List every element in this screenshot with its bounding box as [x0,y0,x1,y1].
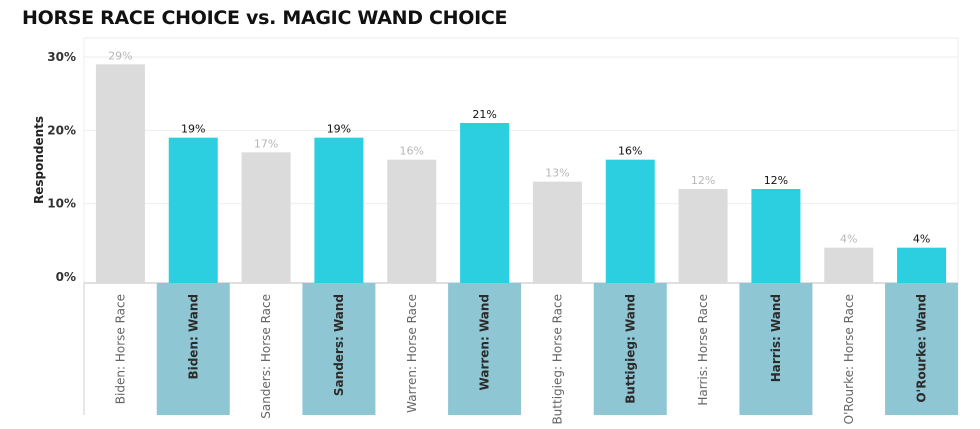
horse-race-bar [824,247,874,283]
category-label: Biden: Wand [186,294,200,380]
y-tick-label: 10% [47,197,76,211]
data-label: 13% [545,167,569,180]
chart-title: HORSE RACE CHOICE vs. MAGIC WAND CHOICE [22,7,508,29]
horse-race-bar [95,64,145,283]
wand-bar [460,123,510,283]
horse-race-bar [387,159,437,283]
data-label: 12% [764,174,788,187]
category-label: Harris: Wand [769,294,783,382]
horse-race-bar [241,152,291,283]
category-labels: Biden: Horse Race Biden: Wand Sanders: Hor… [113,294,928,425]
bars [95,64,947,283]
horse-race-bar [678,189,728,283]
data-label: 4% [913,233,930,246]
data-label: 17% [254,137,278,150]
category-label-bands [156,283,959,415]
wand-label-band [448,283,522,415]
category-label: Biden: Horse Race [113,294,127,404]
y-tick-label: 0% [56,270,76,284]
category-label: Sanders: Wand [332,294,346,396]
category-label: Warren: Horse Race [405,294,419,413]
category-label: Sanders: Horse Race [259,294,273,419]
wand-label-band [593,283,667,415]
category-label: Harris: Horse Race [696,294,710,406]
horse-race-bar [532,181,582,283]
data-labels: 29% 19% 17% 19% 16% 21% 13% 16% 12% 12% 4% 4% [108,49,930,245]
data-label: 29% [108,49,132,62]
data-label: 21% [472,108,496,121]
y-tick-label: 20% [47,123,76,137]
wand-bar [897,247,947,283]
wand-bar [314,137,364,283]
wand-bar [168,137,218,283]
wand-label-band [739,283,813,415]
data-label: 19% [181,123,205,136]
data-label: 4% [840,233,857,246]
wand-label-band [156,283,230,415]
wand-label-band [302,283,376,415]
category-label: Buttigieg: Horse Race [550,294,564,425]
wand-bar [605,159,655,283]
category-label: Warren: Wand [478,294,492,390]
y-tick-labels: 0% 10% 20% 30% [47,50,76,284]
data-label: 12% [691,174,715,187]
category-label: O'Rourke: Horse Race [842,294,856,424]
category-label: O'Rourke: Wand [915,294,929,403]
category-label: Buttigieg: Wand [623,294,637,404]
wand-bar [751,189,801,283]
wand-label-band [885,283,959,415]
data-label: 19% [327,123,351,136]
data-label: 16% [618,145,642,158]
y-tick-label: 30% [47,50,76,64]
data-label: 16% [400,145,424,158]
y-axis-label: Respondents [32,116,46,204]
